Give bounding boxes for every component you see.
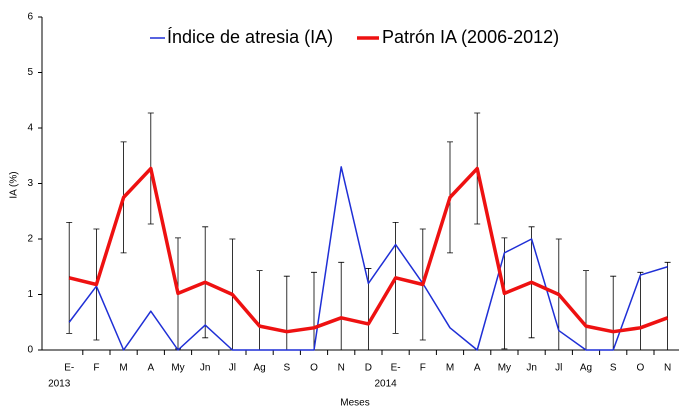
series-line — [68, 166, 668, 351]
y-tick-label: 4 — [27, 123, 33, 134]
x-tick-label: A — [474, 363, 481, 374]
y-axis-label: IA (%) — [9, 171, 20, 198]
x-tick-label: Ag — [580, 363, 592, 374]
legend-text: Patrón IA (2006-2012) — [382, 27, 559, 47]
x-tick-label: S — [610, 363, 617, 374]
x-tick-sublabel: 2013 — [48, 379, 71, 390]
error-bar — [583, 270, 589, 351]
x-tick-label: M — [119, 363, 127, 374]
legend-text: Índice de atresia (IA) — [167, 27, 333, 47]
x-tick-label: A — [147, 363, 154, 374]
x-tick-label: N — [664, 363, 671, 374]
error-bar — [664, 261, 671, 351]
error-bar — [256, 270, 263, 351]
y-tick-label: 1 — [27, 289, 33, 300]
error-bar — [610, 275, 617, 351]
x-tick-label: Jn — [200, 363, 211, 374]
x-tick-label: Jl — [229, 363, 236, 374]
y-tick-label: 3 — [27, 178, 33, 189]
error-bar — [637, 271, 644, 351]
x-tick-label: My — [498, 363, 511, 374]
x-tick-label: M — [446, 363, 454, 374]
x-tick-label: N — [338, 363, 345, 374]
y-tick-label: 6 — [27, 12, 33, 23]
x-tick-label: Jn — [526, 363, 537, 374]
x-axis-label: Meses — [340, 398, 369, 409]
x-tick-label: E- — [391, 363, 401, 374]
x-tick-label: F — [93, 363, 99, 374]
x-tick-label: My — [171, 363, 184, 374]
x-tick-label: Jl — [555, 363, 562, 374]
x-tick-label: O — [637, 363, 645, 374]
error-bar — [338, 261, 345, 351]
y-tick-label: 5 — [27, 67, 33, 78]
y-tick-label: 2 — [27, 234, 33, 245]
x-tick-label: F — [420, 363, 426, 374]
y-tick-label: 0 — [27, 345, 33, 356]
error-bar — [283, 275, 290, 351]
x-tick-sublabel: 2014 — [374, 379, 397, 390]
x-tick-label: Ag — [253, 363, 265, 374]
x-tick-label: D — [365, 363, 372, 374]
x-tick-label: O — [310, 363, 318, 374]
x-tick-label: E- — [64, 363, 74, 374]
series-line — [68, 166, 669, 334]
x-tick-label: S — [283, 363, 290, 374]
